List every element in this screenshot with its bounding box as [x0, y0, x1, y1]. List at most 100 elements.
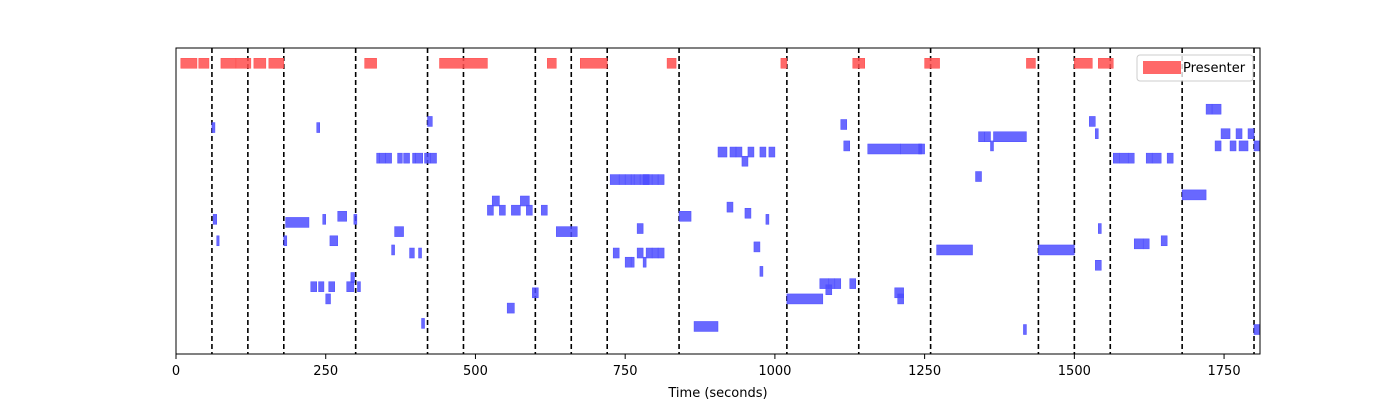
segment-99: [1113, 152, 1120, 164]
segment-71: [759, 266, 764, 277]
segment-117: [1253, 140, 1261, 152]
segment-31: [430, 152, 437, 164]
presenter-segment-7: [439, 58, 488, 69]
segment-55: [636, 247, 644, 259]
segment-14: [350, 272, 355, 283]
segment-61: [693, 321, 719, 332]
segment-19: [385, 152, 392, 164]
segment-106: [1160, 235, 1168, 247]
segment-47: [636, 223, 644, 234]
segment-66: [741, 155, 749, 167]
segments: [180, 58, 1261, 335]
segment-74: [786, 293, 824, 305]
segment-68: [747, 146, 755, 158]
segment-94: [1038, 244, 1075, 256]
segment-93: [1023, 324, 1027, 335]
segment-54: [630, 256, 635, 268]
segment-90: [984, 131, 991, 142]
segment-46: [633, 174, 641, 185]
segment-78: [834, 278, 842, 289]
segment-79: [840, 119, 848, 130]
x-tick-label-0: 0: [172, 364, 180, 379]
segment-110: [1211, 103, 1222, 115]
segment-69: [753, 241, 761, 253]
plot-frame: [175, 47, 1261, 355]
segment-6: [310, 281, 317, 292]
segment-18: [379, 152, 386, 164]
segment-64: [729, 146, 737, 158]
segment-1: [212, 214, 217, 225]
segment-33: [491, 195, 500, 207]
x-tick-label-2: 500: [463, 364, 488, 379]
presenter-segment-13: [924, 58, 940, 69]
presenter-segment-15: [1074, 58, 1093, 69]
segment-4: [285, 217, 310, 228]
presenter-segment-12: [852, 58, 865, 69]
segment-104: [1145, 152, 1153, 164]
segment-112: [1220, 128, 1231, 139]
segment-88: [975, 171, 982, 182]
segment-82: [867, 143, 901, 155]
x-tick-label-1: 250: [313, 364, 338, 379]
segment-77: [828, 278, 836, 289]
presenter-segment-0: [180, 58, 198, 69]
segment-97: [1098, 223, 1102, 234]
segment-29: [424, 152, 431, 164]
presenter-segment-3: [235, 58, 252, 69]
segment-26: [415, 152, 423, 164]
presenter-segment-9: [580, 58, 608, 69]
segment-20: [391, 244, 395, 256]
presenter-segment-4: [253, 58, 267, 69]
segment-51: [657, 174, 665, 185]
segment-32: [487, 204, 494, 216]
x-axis: 0 250 500 750 1000 1250 1500 1750: [172, 354, 1241, 379]
segment-35: [506, 302, 515, 314]
segment-27: [418, 247, 422, 259]
segment-84: [897, 293, 904, 305]
segment-56: [642, 256, 647, 268]
segment-17: [376, 152, 380, 164]
segment-86: [918, 143, 925, 155]
x-tick-label-4: 1000: [758, 364, 791, 379]
presenter-segment-8: [547, 58, 557, 69]
segment-37: [520, 195, 530, 207]
segment-65: [735, 146, 743, 158]
segment-103: [1142, 238, 1150, 250]
segment-0: [211, 122, 216, 133]
segment-49: [642, 174, 653, 185]
segment-7: [318, 281, 325, 292]
segment-13: [346, 281, 355, 292]
segment-70: [759, 146, 767, 158]
segment-41: [556, 226, 578, 237]
segment-116: [1247, 128, 1255, 139]
legend: Presenter: [1136, 54, 1254, 82]
segment-44: [624, 174, 632, 185]
segment-89: [978, 131, 985, 142]
segment-24: [409, 247, 415, 259]
segment-34: [499, 204, 506, 216]
x-tick-label-5: 1250: [908, 364, 941, 379]
segment-98: [1095, 260, 1102, 271]
presenter-segment-5: [268, 58, 285, 69]
segment-72: [765, 214, 770, 225]
segment-87: [936, 244, 973, 256]
segment-96: [1095, 128, 1099, 139]
presenter-segment-6: [364, 58, 377, 69]
boundary-lines: [211, 48, 1255, 354]
segment-58: [651, 247, 659, 259]
segment-10: [328, 281, 335, 292]
segment-101: [1127, 152, 1135, 164]
segment-73: [768, 146, 776, 158]
segment-118: [1253, 324, 1261, 335]
segment-22: [397, 152, 403, 164]
segment-11: [329, 235, 338, 247]
segment-52: [612, 247, 620, 259]
segment-25: [412, 152, 416, 164]
segment-67: [744, 207, 752, 219]
segment-5: [316, 122, 320, 133]
segment-81: [849, 278, 856, 289]
segment-113: [1229, 140, 1237, 152]
legend-label-presenter: Presenter: [1183, 61, 1246, 76]
segment-102: [1133, 238, 1144, 250]
